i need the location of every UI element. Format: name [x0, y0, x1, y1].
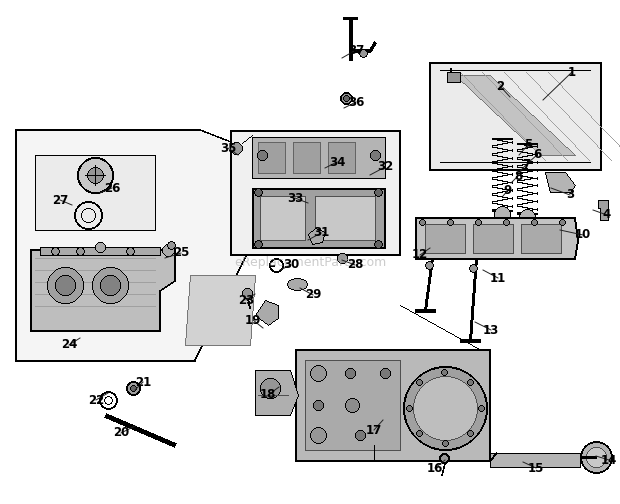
Text: 28: 28 — [347, 259, 363, 272]
Text: 5: 5 — [524, 139, 532, 152]
Text: 1: 1 — [568, 66, 576, 79]
Text: 17: 17 — [366, 423, 382, 436]
Text: 34: 34 — [329, 156, 345, 168]
Text: 25: 25 — [173, 246, 189, 260]
Text: 35: 35 — [220, 142, 236, 155]
Text: 22: 22 — [88, 394, 104, 407]
Text: 24: 24 — [61, 339, 77, 351]
Text: 21: 21 — [135, 375, 151, 389]
Text: 32: 32 — [377, 160, 393, 173]
Text: 23: 23 — [238, 293, 254, 306]
Text: 30: 30 — [283, 259, 299, 272]
Text: 29: 29 — [305, 288, 321, 301]
Text: 14: 14 — [601, 454, 617, 467]
Text: 16: 16 — [427, 462, 443, 474]
Text: 4: 4 — [603, 209, 611, 221]
Text: 19: 19 — [245, 313, 261, 327]
Text: 15: 15 — [528, 462, 544, 474]
Text: 10: 10 — [575, 228, 591, 241]
Text: 13: 13 — [483, 324, 499, 337]
Text: 7: 7 — [522, 158, 530, 171]
Text: 8: 8 — [514, 169, 522, 182]
Text: 33: 33 — [287, 192, 303, 205]
Text: 26: 26 — [104, 181, 120, 195]
Text: 12: 12 — [412, 248, 428, 262]
Text: 37: 37 — [348, 43, 364, 56]
Text: 27: 27 — [52, 194, 68, 207]
Text: 6: 6 — [533, 149, 541, 161]
Text: 36: 36 — [348, 95, 364, 108]
Text: 2: 2 — [496, 80, 504, 93]
Text: 18: 18 — [260, 389, 276, 402]
Text: 11: 11 — [490, 272, 506, 284]
Text: 9: 9 — [504, 183, 512, 197]
Text: 20: 20 — [113, 426, 129, 439]
Text: 31: 31 — [313, 226, 329, 239]
Text: 3: 3 — [566, 188, 574, 202]
Text: eReplacementParts.com: eReplacementParts.com — [234, 256, 386, 269]
